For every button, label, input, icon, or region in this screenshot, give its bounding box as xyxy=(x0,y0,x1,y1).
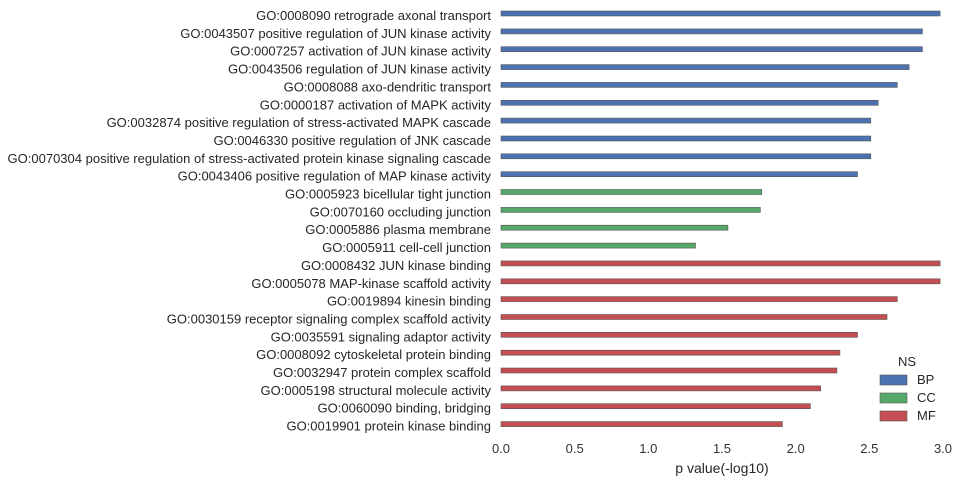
bar-bp xyxy=(500,153,872,160)
x-tick-label: 0.0 xyxy=(492,441,510,456)
category-label: GO:0032947 protein complex scaffold xyxy=(273,365,491,380)
bar-bp xyxy=(500,64,910,70)
bar-bp xyxy=(500,46,923,53)
bar-bp xyxy=(500,28,923,35)
category-label: GO:0030159 receptor signaling complex sc… xyxy=(167,312,492,327)
x-tick-label: 0.5 xyxy=(566,441,584,456)
category-label: GO:0070160 occluding junction xyxy=(310,204,491,219)
x-tick-label: 1.0 xyxy=(639,441,657,456)
bar-bp xyxy=(500,135,872,142)
category-label: GO:0046330 positive regulation of JNK ca… xyxy=(213,133,491,148)
category-label: GO:0008092 cytoskeletal protein binding xyxy=(256,347,491,362)
x-axis: 0.0 0.5 1.0 1.5 2.0 2.5 3.0 xyxy=(492,441,952,456)
bar-cc xyxy=(500,242,696,249)
legend-swatch-mf xyxy=(879,410,908,422)
x-tick-label: 2.0 xyxy=(787,441,805,456)
bar-bp xyxy=(500,10,941,17)
category-label: GO:0032874 positive regulation of stress… xyxy=(107,115,491,130)
bar-mf xyxy=(500,260,941,267)
bar-cc xyxy=(500,189,763,195)
bar-bp xyxy=(500,100,879,106)
category-label: GO:0060090 binding, bridging xyxy=(318,401,491,416)
category-label: GO:0019901 protein kinase binding xyxy=(286,419,491,434)
category-label: GO:0005923 bicellular tight junction xyxy=(285,187,491,202)
category-label: GO:0070304 positive regulation of stress… xyxy=(8,151,491,166)
bar-mf xyxy=(500,385,822,392)
legend-swatch-bp xyxy=(879,374,908,386)
legend-title: NS xyxy=(898,354,916,369)
legend-label-mf: MF xyxy=(917,408,936,423)
x-tick-label: 2.5 xyxy=(860,441,878,456)
category-label: GO:0043507 positive regulation of JUN ki… xyxy=(180,26,491,41)
bar-mf xyxy=(500,278,941,285)
category-label: GO:0019894 kinesin binding xyxy=(327,294,491,309)
bar-cc xyxy=(500,207,761,213)
category-label: GO:0008432 JUN kinase binding xyxy=(301,258,491,273)
legend-label-cc: CC xyxy=(917,390,936,405)
legend-swatch-cc xyxy=(879,392,908,404)
bar-mf xyxy=(500,421,783,427)
category-label: GO:0005886 plasma membrane xyxy=(305,222,491,237)
x-tick-label: 3.0 xyxy=(934,441,952,456)
category-label: GO:0043506 regulation of JUN kinase acti… xyxy=(228,62,492,77)
bar-bp xyxy=(500,171,858,177)
category-label: GO:0007257 activation of JUN kinase acti… xyxy=(230,44,491,59)
bar-mf xyxy=(500,296,898,302)
bar-bp xyxy=(500,117,872,124)
x-tick-label: 1.5 xyxy=(713,441,731,456)
category-labels: GO:0008090 retrograde axonal transport GO… xyxy=(8,8,492,434)
category-label: GO:0035591 signaling adaptor activity xyxy=(271,329,492,344)
legend-label-bp: BP xyxy=(917,372,934,387)
bar-cc xyxy=(500,224,729,231)
x-axis-title: p value(-log10) xyxy=(675,460,768,476)
category-label: GO:0005911 cell-cell junction xyxy=(322,240,491,255)
bar-mf xyxy=(500,349,841,356)
bar-mf xyxy=(500,367,838,374)
category-label: GO:0005078 MAP-kinase scaffold activity xyxy=(251,276,491,291)
category-label: GO:0008088 axo-dendritic transport xyxy=(284,79,492,94)
category-label: GO:0043406 positive regulation of MAP ki… xyxy=(178,169,492,184)
category-label: GO:0000187 activation of MAPK activity xyxy=(260,97,492,112)
category-label: GO:0008090 retrograde axonal transport xyxy=(256,8,491,23)
bar-mf xyxy=(500,331,858,338)
bar-mf xyxy=(500,314,888,320)
bars-layer xyxy=(500,10,941,427)
bar-bp xyxy=(500,82,898,88)
category-label: GO:0005198 structural molecule activity xyxy=(261,383,492,398)
bar-mf xyxy=(500,403,811,410)
